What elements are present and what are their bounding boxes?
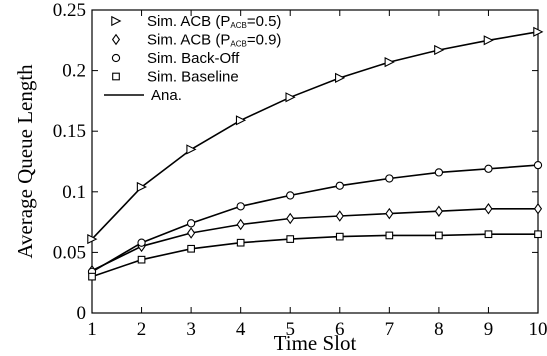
data-point	[286, 235, 295, 243]
data-point	[533, 203, 543, 215]
legend-marker	[111, 53, 121, 63]
y-tick-label: 0.25	[53, 0, 86, 21]
legend-item-analytic: Ana.	[104, 87, 182, 104]
y-tick-label: 0.1	[62, 182, 86, 203]
data-point	[136, 181, 147, 193]
legend-label: Ana.	[151, 87, 182, 104]
legend: Sim. ACB (PACB=0.5)Sim. ACB (PACB=0.9)Si…	[104, 13, 281, 104]
series-1	[87, 26, 544, 245]
legend-label: Sim. ACB (PACB=0.5)	[147, 13, 281, 30]
series-line	[91, 31, 539, 240]
data-point	[236, 238, 245, 247]
data-point	[533, 160, 543, 170]
data-point	[434, 168, 444, 177]
data-point	[484, 230, 493, 239]
x-tick-label: 9	[484, 319, 494, 340]
data-point	[484, 164, 493, 173]
y-tick-label: 0.15	[53, 121, 86, 142]
y-tick-label: 0.2	[62, 61, 86, 82]
data-point	[385, 231, 394, 240]
y-tick-label: 0	[77, 303, 87, 324]
series-line	[91, 233, 538, 278]
x-tick-label: 4	[236, 319, 246, 340]
data-point	[335, 210, 344, 222]
series-layer	[87, 26, 544, 281]
legend-item-3: Sim. Back-Off	[111, 50, 240, 67]
x-tick-label: 1	[87, 319, 97, 340]
data-point	[285, 92, 296, 103]
y-axis-title: Average Queue Length	[13, 64, 37, 259]
data-point	[533, 26, 544, 37]
x-tick-label: 10	[529, 319, 547, 340]
legend-marker	[111, 15, 122, 27]
data-point	[335, 181, 344, 190]
legend-item-2: Sim. ACB (PACB=0.9)	[111, 32, 281, 49]
data-point	[286, 191, 295, 200]
x-tick-label: 6	[335, 319, 345, 340]
data-point	[88, 272, 96, 281]
data-point	[236, 202, 245, 211]
legend-label: Sim. Back-Off	[147, 50, 240, 67]
x-tick-label: 5	[285, 319, 295, 340]
data-point	[385, 174, 394, 183]
legend-marker	[112, 72, 120, 81]
x-tick-label: 8	[434, 319, 444, 340]
series-2	[87, 203, 543, 277]
x-tick-label: 2	[137, 319, 147, 340]
ticks-layer: 1 2 3 4 5 6 7 8 9 10 0 0.05 0.1 0.15 0.2 0.25	[53, 0, 547, 340]
x-tick-label: 3	[186, 319, 196, 340]
data-point	[186, 144, 197, 155]
data-point	[87, 233, 98, 245]
data-point	[286, 212, 295, 225]
data-point	[236, 218, 245, 231]
data-point	[483, 35, 494, 46]
data-point	[335, 72, 346, 83]
y-tick-label: 0.05	[53, 242, 86, 263]
legend-item-4: Sim. Baseline	[112, 69, 239, 86]
legend-label: Sim. ACB (PACB=0.9)	[147, 32, 281, 49]
data-point	[235, 115, 247, 126]
data-point	[534, 230, 542, 239]
data-point	[384, 57, 395, 68]
series-3	[87, 160, 543, 276]
data-point	[434, 205, 443, 217]
data-point	[435, 231, 443, 240]
data-point	[187, 227, 196, 239]
series-line	[91, 208, 538, 272]
data-point	[187, 244, 195, 253]
legend-label: Sim. Baseline	[147, 69, 239, 86]
legend-marker	[111, 33, 121, 46]
data-point	[434, 44, 445, 56]
data-point	[186, 219, 196, 228]
x-tick-label: 7	[385, 319, 395, 340]
series-line	[91, 164, 539, 273]
data-point	[484, 203, 493, 215]
data-point	[137, 238, 146, 247]
series-4	[88, 230, 542, 281]
data-point	[137, 255, 146, 264]
legend-item-1: Sim. ACB (PACB=0.5)	[111, 13, 281, 30]
data-point	[335, 232, 344, 241]
data-point	[385, 207, 394, 220]
x-axis-title: Time Slot	[274, 331, 357, 355]
